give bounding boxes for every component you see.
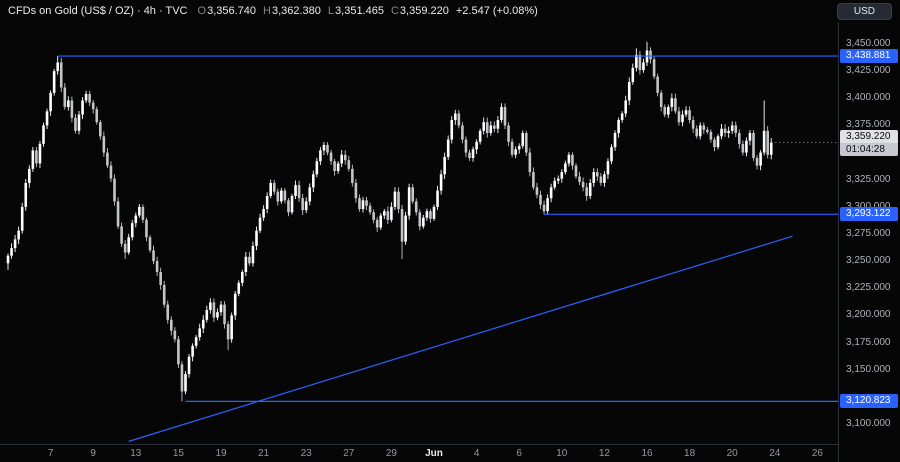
time-tick-label: 20 [726, 448, 738, 459]
price-tick-label: 3,400.000 [846, 92, 891, 104]
chart-canvas[interactable] [0, 22, 838, 444]
level-price-label[interactable]: 3,438.881 [840, 49, 898, 64]
time-tick-label: 26 [811, 448, 823, 459]
price-axis[interactable]: 3,450.000 3,425.000 3,400.000 3,375.000 3,32… [838, 22, 900, 462]
symbol-title[interactable]: CFDs on Gold (US$ / OZ) · 4h · TVC [8, 5, 188, 17]
time-tick-label: 9 [90, 448, 96, 459]
time-tick-label: Jun [425, 448, 443, 459]
price-tick-label: 3,450.000 [846, 38, 891, 49]
last-price-value: 3,359.220 [840, 129, 898, 143]
time-tick-label: 27 [343, 448, 355, 459]
time-tick-label: 6 [516, 448, 522, 459]
price-tick-label: 3,325.000 [846, 173, 891, 185]
price-tick-label: 3,425.000 [846, 65, 891, 77]
price-tick-label: 3,300.000 [846, 200, 891, 214]
candles-layer [6, 41, 773, 402]
price-tick-label: 3,250.000 [846, 255, 891, 267]
time-tick-label: 10 [556, 448, 568, 459]
top-toolbar: CFDs on Gold (US$ / OZ) · 4h · TVC O 3,35… [0, 0, 900, 22]
currency-button[interactable]: USD [836, 2, 892, 20]
time-tick-label: 29 [385, 448, 397, 459]
ohlc-low: L 3,351.465 [327, 5, 384, 17]
price-tick-label: 3,100.000 [846, 418, 891, 429]
price-tick-label: 3,150.000 [846, 363, 891, 375]
time-tick-label: 21 [258, 448, 270, 459]
level-price-label[interactable]: 3,120.823 [840, 394, 898, 409]
time-axis[interactable]: 7 9 13 15 19 21 23 27 29 Jun 4 6 10 12 16 18 20 24 26 [0, 444, 838, 462]
candlestick-chart [6, 41, 838, 442]
time-tick-label: 23 [300, 448, 312, 459]
time-tick-label: 13 [130, 448, 142, 459]
time-tick-label: 18 [684, 448, 696, 459]
level-price-label[interactable]: 3,293.122 [840, 207, 898, 222]
time-tick-label: 4 [473, 448, 480, 459]
time-tick-label: 24 [769, 448, 781, 459]
price-tick-label: 3,275.000 [846, 228, 891, 239]
trendline[interactable] [128, 235, 793, 442]
time-tick-label: 7 [47, 448, 54, 459]
time-tick-label: 16 [641, 448, 653, 459]
ohlc-readout: O 3,356.740 H 3,362.380 L 3,351.465 C 3,359.… [198, 5, 538, 17]
price-tick-label: 3,175.000 [846, 336, 891, 348]
time-tick-label: 15 [172, 448, 184, 459]
ohlc-close: C 3,359.220 [390, 5, 449, 17]
time-tick-label: 19 [215, 448, 227, 459]
time-tick-label: 12 [598, 448, 610, 459]
ohlc-open: O 3,356.740 [197, 5, 257, 17]
ohlc-high: H 3,362.380 [263, 5, 321, 17]
last-price-label: 3,359.220 01:04:28 [840, 129, 898, 156]
bar-countdown: 01:04:28 [840, 142, 898, 156]
price-change: +2.547 (+0.08%) [455, 5, 538, 17]
price-tick-label: 3,200.000 [846, 309, 891, 321]
price-tick-label: 3,225.000 [846, 282, 891, 294]
price-tick-label: 3,375.000 [846, 119, 891, 131]
